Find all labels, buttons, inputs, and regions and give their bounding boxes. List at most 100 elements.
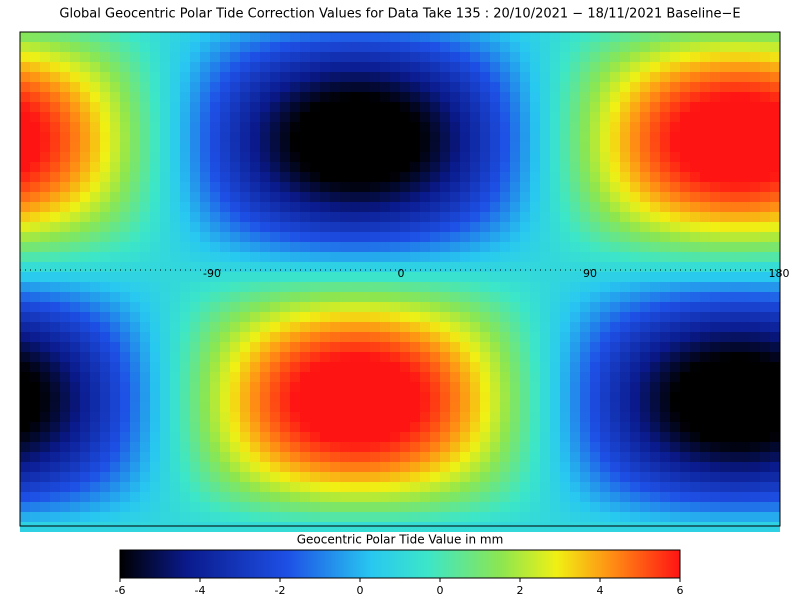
heat-cell (690, 132, 700, 142)
heat-cell (470, 362, 480, 372)
heat-cell (470, 232, 480, 242)
heat-cell (80, 422, 90, 432)
heat-cell (570, 82, 580, 92)
heat-cell (710, 412, 720, 422)
heat-cell (210, 262, 220, 272)
heat-cell (160, 42, 170, 52)
heat-cell (700, 412, 710, 422)
heat-cell (560, 312, 570, 322)
heat-cell (370, 52, 380, 62)
heat-cell (300, 162, 310, 172)
heat-cell (150, 242, 160, 252)
heat-cell (480, 272, 490, 282)
heat-cell (200, 242, 210, 252)
heat-cell (760, 62, 770, 72)
heat-cell (20, 262, 30, 272)
heat-cell (250, 492, 260, 502)
heat-cell (100, 222, 110, 232)
heat-cell (380, 452, 390, 462)
heat-cell (250, 92, 260, 102)
heat-cell (520, 252, 530, 262)
heat-cell (290, 472, 300, 482)
heat-cell (280, 472, 290, 482)
heat-cell (60, 282, 70, 292)
heat-cell (750, 322, 760, 332)
heat-cell (350, 482, 360, 492)
heat-cell (380, 412, 390, 422)
heat-cell (500, 242, 510, 252)
heat-cell (480, 432, 490, 442)
heat-cell (90, 42, 100, 52)
heat-cell (140, 272, 150, 282)
heat-cell (320, 242, 330, 252)
heat-cell (500, 192, 510, 202)
heat-cell (30, 72, 40, 82)
heat-cell (760, 232, 770, 242)
heat-cell (480, 392, 490, 402)
heat-cell (60, 392, 70, 402)
heat-cell (520, 232, 530, 242)
heat-cell (400, 512, 410, 522)
heat-cell (250, 102, 260, 112)
heat-cell (560, 42, 570, 52)
heat-cell (520, 332, 530, 342)
heat-cell (30, 432, 40, 442)
heat-cell (710, 52, 720, 62)
heat-cell (350, 242, 360, 252)
heat-cell (570, 462, 580, 472)
heat-cell (240, 342, 250, 352)
heat-cell (250, 122, 260, 132)
heat-cell (80, 42, 90, 52)
heat-cell (660, 112, 670, 122)
heat-cell (620, 502, 630, 512)
heat-cell (530, 232, 540, 242)
heat-cell (680, 512, 690, 522)
heat-cell (500, 92, 510, 102)
colorbar-tick-label: -6 (115, 584, 126, 597)
heat-cell (170, 502, 180, 512)
heat-cell (60, 522, 70, 532)
heat-cell (20, 112, 30, 122)
heat-cell (420, 412, 430, 422)
heat-cell (630, 132, 640, 142)
heat-cell (540, 322, 550, 332)
heat-cell (600, 222, 610, 232)
heat-cell (380, 302, 390, 312)
heat-cell (540, 102, 550, 112)
heat-cell (130, 82, 140, 92)
heat-cell (140, 82, 150, 92)
heat-cell (440, 362, 450, 372)
heat-cell (510, 402, 520, 412)
heat-cell (470, 72, 480, 82)
heat-cell (770, 372, 780, 382)
heat-cell (470, 212, 480, 222)
heat-cell (550, 312, 560, 322)
heat-cell (210, 172, 220, 182)
heat-cell (70, 492, 80, 502)
heat-cell (770, 272, 780, 282)
heat-cell (400, 82, 410, 92)
heat-cell (590, 382, 600, 392)
heat-cell (750, 482, 760, 492)
heat-cell (110, 62, 120, 72)
heat-cell (110, 42, 120, 52)
heat-cell (420, 62, 430, 72)
heat-cell (550, 42, 560, 52)
heat-cell (90, 202, 100, 212)
heat-cell (40, 402, 50, 412)
heat-cell (710, 352, 720, 362)
heat-cell (460, 242, 470, 252)
heat-cell (220, 402, 230, 412)
heat-cell (510, 212, 520, 222)
heat-cell (480, 362, 490, 372)
heat-cell (360, 382, 370, 392)
heat-cell (120, 32, 130, 42)
heat-cell (440, 102, 450, 112)
heat-cell (370, 512, 380, 522)
heat-cell (400, 282, 410, 292)
heat-cell (630, 212, 640, 222)
heat-cell (560, 72, 570, 82)
heat-cell (550, 122, 560, 132)
heat-cell (540, 492, 550, 502)
heat-cell (60, 332, 70, 342)
